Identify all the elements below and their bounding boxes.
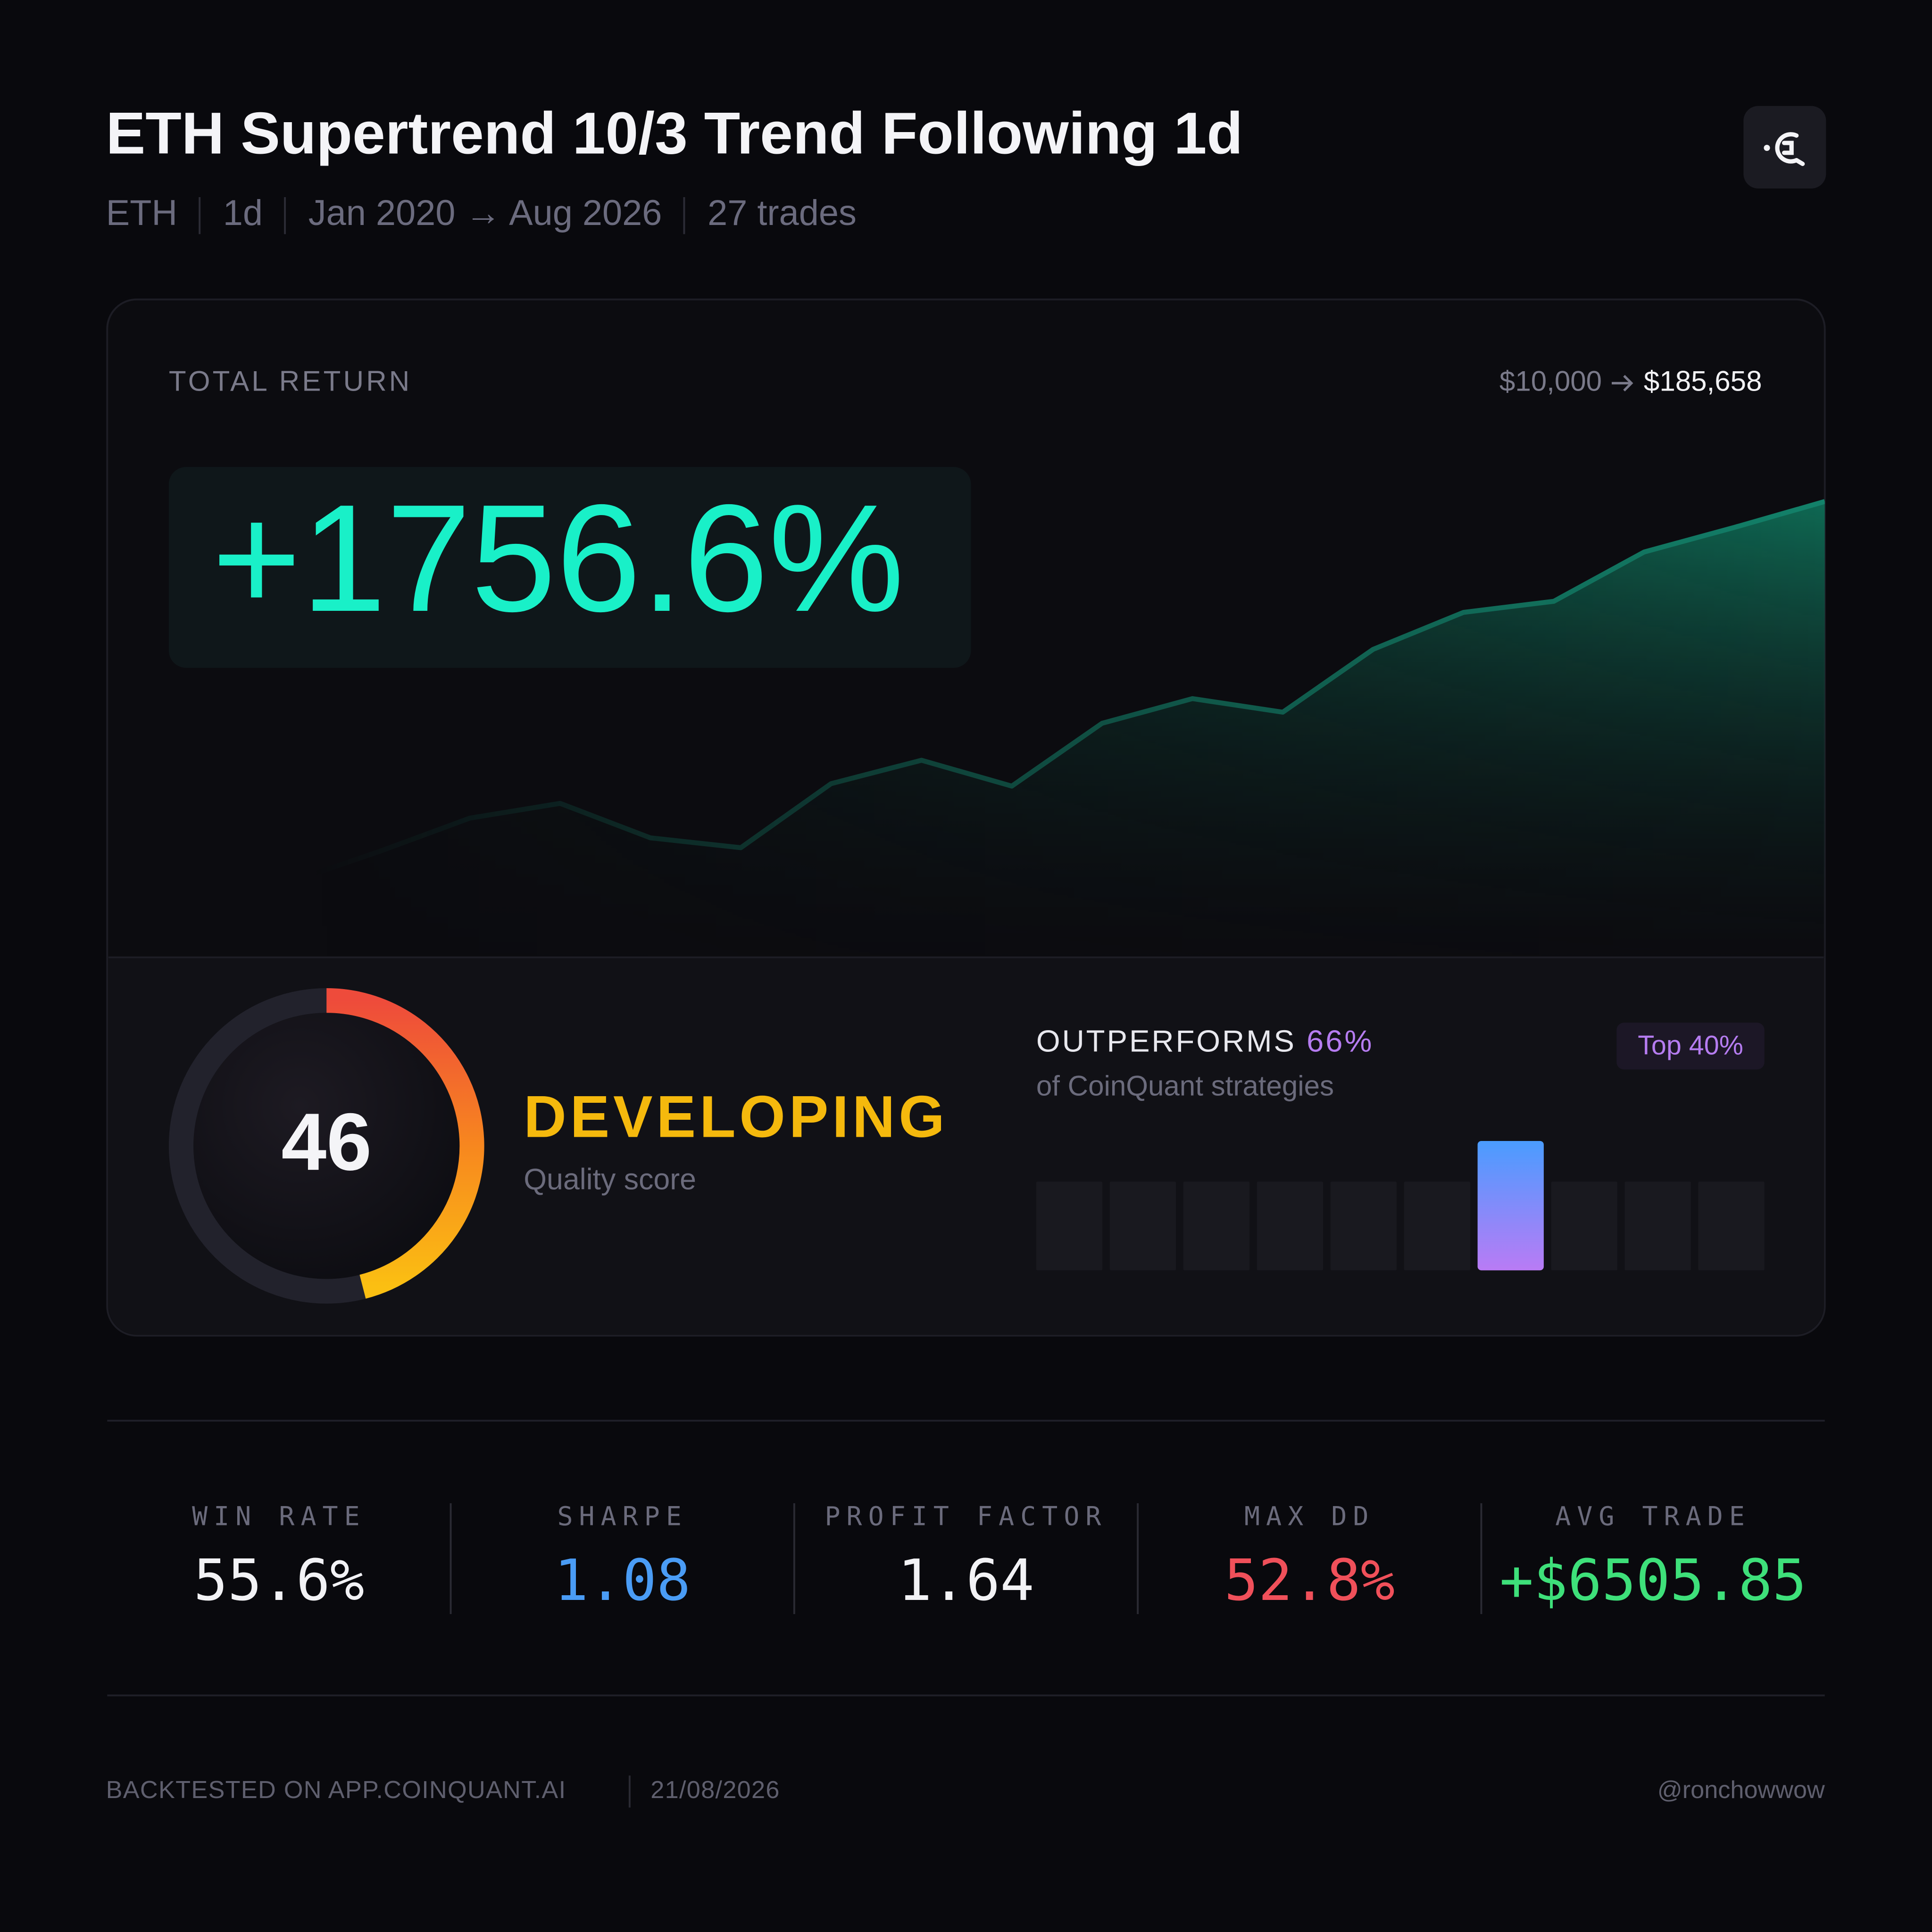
meta-row: ETH 1d Jan 2020 → Aug 2026 27 trades (106, 193, 857, 234)
percentile-bar (1477, 1141, 1544, 1271)
quality-caption: Quality score (524, 1163, 696, 1196)
stat-value: 1.64 (898, 1548, 1034, 1614)
percentile-bar (1109, 1182, 1176, 1271)
logo-bg[interactable] (1743, 106, 1826, 189)
quality-gauge: 46 (168, 988, 484, 1304)
percentile-bar (1183, 1182, 1250, 1271)
gauge-score: 46 (281, 1096, 372, 1187)
logo-glyph (1775, 132, 1805, 166)
percentile-text: OUTPERFORMS 66% (1036, 1024, 1374, 1058)
percentile-value: 66% (1307, 1024, 1374, 1058)
gauge-arc (326, 988, 484, 1299)
stat-value: 1.08 (554, 1548, 691, 1614)
capital-arrow (1611, 375, 1633, 391)
footer-handle: @ronchowwow (1657, 1776, 1825, 1804)
title: ETH Supertrend 10/3 Trend Following 1d (106, 100, 1243, 167)
percentile-bar (1404, 1182, 1470, 1271)
footer-date: 21/08/2026 (650, 1776, 780, 1804)
percentile-bars (1036, 1141, 1765, 1271)
quality-label: DEVELOPING (524, 1083, 948, 1149)
badge (1616, 1023, 1765, 1070)
logo[interactable] (1743, 106, 1826, 189)
meta-item: 1d (223, 193, 263, 233)
percentile-bar (1698, 1182, 1765, 1271)
stat-value: 52.8% (1224, 1548, 1395, 1614)
capital-end: $185,658 (1644, 365, 1762, 397)
stat-label: PROFIT FACTOR (824, 1501, 1107, 1531)
stat-label: AVG TRADE (1555, 1501, 1751, 1531)
equity-line (108, 499, 1826, 922)
stat-value: 55.6% (194, 1548, 365, 1614)
equity-chart (108, 499, 1826, 957)
logo-dot (1764, 144, 1770, 151)
percentile-bar (1036, 1182, 1103, 1271)
meta-item: ETH (106, 193, 178, 233)
capital-change: $185,658 $10,000 (1499, 365, 1762, 397)
footer-source: BACKTESTED ON APP.COINQUANT.AI (106, 1776, 566, 1804)
meta-item: Jan 2020 → Aug 2026 (308, 193, 662, 233)
equity-area (108, 501, 1825, 957)
badge-text: Top 40% (1638, 1031, 1743, 1061)
percentile-label: OUTPERFORMS (1036, 1024, 1296, 1058)
gauge-face (193, 1013, 460, 1279)
meta-item: 27 trades (708, 193, 857, 233)
capital-start: $10,000 (1499, 365, 1602, 397)
stat-label: SHARPE (557, 1501, 687, 1531)
stat-label: WIN RATE (192, 1501, 366, 1531)
percentile-bar (1330, 1182, 1397, 1271)
stats-row: WIN RATE 55.6% SHARPE 1.08 PROFIT FACTOR 1.64… (192, 1501, 1807, 1615)
stat-value: +$6505.85 (1499, 1548, 1807, 1614)
stat-label: MAX DD (1244, 1501, 1374, 1531)
percentile-bar (1624, 1182, 1691, 1271)
return-value: +1756.6% (212, 473, 904, 643)
percentile-bar (1551, 1182, 1617, 1271)
return-label: TOTAL RETURN (169, 365, 412, 397)
percentile-bar (1257, 1182, 1324, 1271)
percentile-caption: of CoinQuant strategies (1036, 1070, 1334, 1101)
return-box (168, 467, 971, 668)
